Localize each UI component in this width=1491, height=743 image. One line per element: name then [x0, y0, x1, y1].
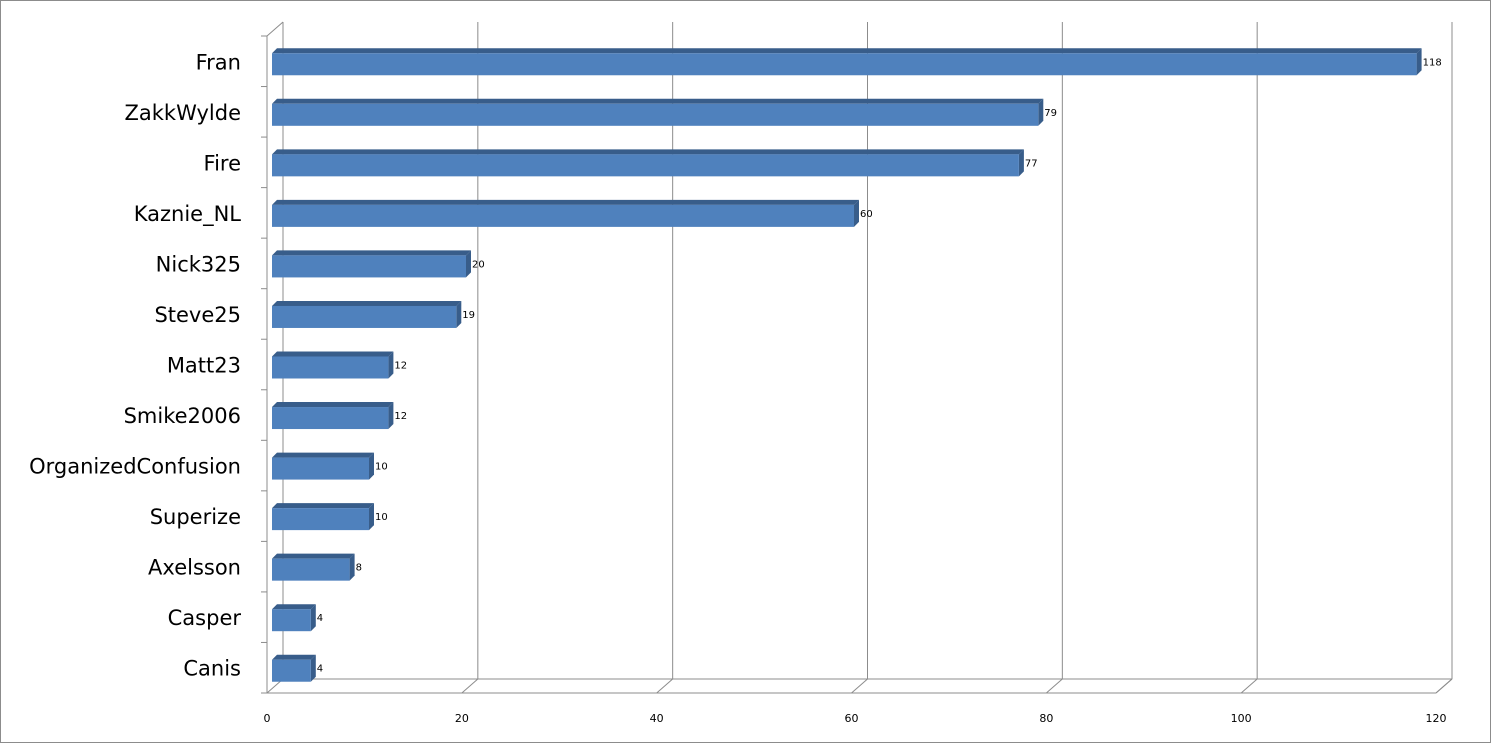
bar — [272, 204, 854, 227]
bar — [272, 53, 1417, 76]
bar-value-label: 79 — [1044, 108, 1057, 119]
bar-end — [310, 654, 316, 682]
bar-value-label: 10 — [375, 512, 388, 523]
bar-top — [272, 452, 374, 458]
x-tick-label: 20 — [455, 712, 469, 725]
bar-value-label: 20 — [472, 259, 485, 270]
bar-value-label: 8 — [356, 563, 362, 574]
bar-top — [272, 654, 316, 660]
bar-top — [272, 553, 355, 559]
bar-end — [388, 402, 394, 430]
category-label: ZakkWylde — [125, 101, 241, 125]
category-label: Casper — [168, 606, 242, 630]
category-label: Nick325 — [156, 252, 241, 276]
bar — [272, 356, 389, 379]
category-label: Canis — [183, 657, 241, 681]
x-tick-label: 120 — [1426, 712, 1447, 725]
floor-gridline — [1240, 678, 1258, 694]
bar — [272, 103, 1039, 126]
bar-value-label: 19 — [462, 310, 475, 321]
bar-value-label: 60 — [860, 209, 873, 220]
bar-value-label: 4 — [317, 613, 323, 624]
bar — [272, 255, 466, 278]
category-label: Axelsson — [148, 556, 241, 580]
bar-value-label: 118 — [1423, 57, 1442, 68]
x-tick-label: 0 — [264, 712, 271, 725]
bar-top — [272, 199, 859, 205]
bar-end — [1018, 149, 1024, 177]
side-wall-top-edge — [266, 21, 284, 37]
category-label: Kaznie_NL — [134, 202, 242, 227]
bar-top — [272, 300, 462, 306]
bar-end — [310, 604, 316, 632]
bar-end — [854, 199, 859, 227]
bar — [272, 407, 389, 430]
category-label: Smike2006 — [124, 404, 241, 428]
floor-right-edge — [1435, 678, 1453, 694]
floor-gridline — [656, 678, 673, 694]
bar-top — [272, 149, 1024, 155]
category-label: OrganizedConfusion — [29, 455, 241, 479]
category-label: Superize — [150, 505, 241, 529]
category-label: Fire — [204, 151, 241, 175]
bar — [272, 305, 457, 328]
bar-value-label: 4 — [317, 664, 323, 675]
floor-gridline — [461, 678, 479, 694]
bar — [272, 508, 369, 531]
bar-top — [272, 402, 394, 408]
bar-end — [369, 452, 374, 480]
bar-end — [1416, 48, 1422, 76]
x-tick-label: 60 — [845, 712, 859, 725]
category-label: Steve25 — [154, 303, 241, 327]
bar-end — [456, 300, 462, 328]
bar-value-label: 77 — [1025, 158, 1038, 169]
bar-top — [272, 250, 471, 256]
floor-gridline — [851, 678, 868, 694]
bar-top — [272, 98, 1044, 104]
bar-end — [369, 503, 374, 531]
bar-top — [272, 48, 1422, 54]
bar — [272, 154, 1019, 177]
bar-value-label: 12 — [394, 361, 407, 372]
bar-top — [272, 351, 394, 357]
bar-value-label: 12 — [394, 411, 407, 422]
bar — [272, 659, 311, 682]
floor-gridline — [1046, 678, 1063, 694]
bar-end — [388, 351, 394, 379]
bar-end — [349, 553, 355, 581]
bar — [272, 457, 369, 480]
x-tick-label: 40 — [650, 712, 664, 725]
bar-value-label: 10 — [375, 462, 388, 473]
bar-top — [272, 604, 316, 610]
bar — [272, 558, 350, 581]
category-label: Matt23 — [167, 354, 241, 378]
bar-top — [272, 503, 374, 509]
category-label: Fran — [196, 50, 241, 74]
bar-end — [1038, 98, 1044, 126]
bar-end — [466, 250, 471, 278]
bar — [272, 609, 311, 632]
x-tick-label: 100 — [1231, 712, 1252, 725]
x-tick-label: 80 — [1039, 712, 1053, 725]
